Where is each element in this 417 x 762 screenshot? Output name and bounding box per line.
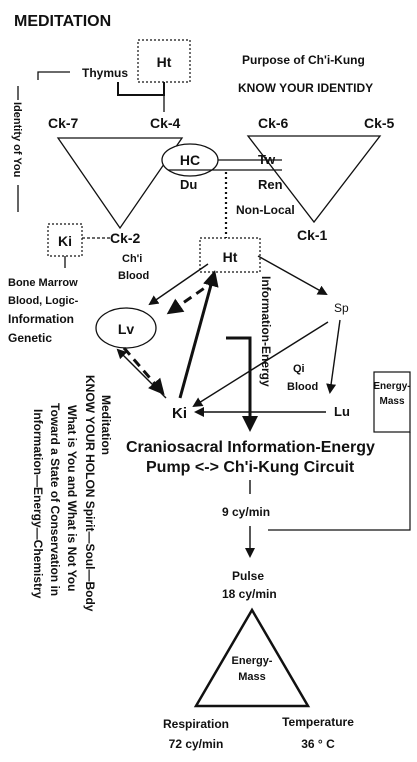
vertical-note-2: KNOW YOUR HOLON Spirit—Soul—Body bbox=[83, 375, 97, 612]
cranio-l1: Craniosacral Information-Energy bbox=[126, 439, 375, 456]
purpose-line2: KNOW YOUR IDENTIDY bbox=[238, 81, 373, 95]
respiration-l1: Respiration bbox=[163, 717, 229, 731]
chi-blood-l1: Ch'i bbox=[122, 253, 142, 265]
ht-to-lv-arrow bbox=[148, 263, 209, 306]
energy-mass-right-l2: Mass bbox=[379, 396, 404, 407]
sp-to-ki-arrow bbox=[192, 321, 329, 408]
ht-to-sp-arrow bbox=[257, 255, 328, 295]
bone-marrow-l1: Bone Marrow bbox=[8, 277, 78, 289]
vertical-note-4: Toward a State of Conservation in bbox=[48, 403, 62, 596]
triangle-right bbox=[246, 135, 382, 224]
ck2-label: Ck-2 bbox=[110, 230, 141, 246]
qi-blood-label: Blood bbox=[287, 381, 318, 393]
ht-top-box bbox=[137, 39, 191, 83]
cranio-l2: Pump <-> Ch'i-Kung Circuit bbox=[146, 459, 355, 476]
dashed-arrow-to-lv bbox=[166, 278, 217, 315]
qi-label: Qi bbox=[293, 363, 305, 375]
info-energy-down-arrow bbox=[226, 336, 258, 432]
bone-marrow-l4: Genetic bbox=[8, 331, 52, 345]
ki-bottom-label: Ki bbox=[172, 405, 187, 422]
energy-mass-box-right bbox=[373, 371, 411, 433]
sp-to-lu-arrow bbox=[326, 319, 341, 394]
thymus-label: Thymus bbox=[82, 66, 128, 80]
lv-ellipse bbox=[95, 307, 157, 349]
triangle-bottom bbox=[193, 607, 311, 708]
hc-label: HC bbox=[180, 152, 200, 168]
ck4-label: Ck-4 bbox=[150, 115, 181, 131]
dashed-arrow-lv-to-ki bbox=[122, 347, 165, 396]
bone-marrow-l3: Information bbox=[8, 312, 74, 326]
identity-label: Identity of You bbox=[11, 102, 23, 177]
energy-mass-right-l1: Energy- bbox=[373, 381, 410, 392]
du-label: Du bbox=[180, 177, 197, 192]
temperature-l1: Temperature bbox=[282, 715, 354, 729]
ht-top-label: Ht bbox=[157, 54, 172, 70]
triangle-label-l1: Energy- bbox=[232, 655, 273, 667]
ki-to-ht-arrow bbox=[178, 270, 219, 399]
purpose-line1: Purpose of Ch'i-Kung bbox=[242, 53, 365, 67]
ki-to-lv-arrow bbox=[116, 348, 167, 399]
bone-marrow-l2: Blood, Logic- bbox=[8, 295, 79, 307]
energy-mass-loop-line bbox=[268, 432, 411, 531]
pulse-l1: Pulse bbox=[232, 569, 264, 583]
rate-9-label: 9 cy/min bbox=[222, 505, 270, 519]
ki-top-box bbox=[47, 223, 83, 257]
ck5-label: Ck-5 bbox=[364, 115, 395, 131]
info-energy-label: Information-Energy bbox=[259, 276, 273, 387]
lv-label: Lv bbox=[118, 321, 135, 337]
non-local-label: Non-Local bbox=[236, 203, 295, 217]
lu-label: Lu bbox=[334, 404, 350, 419]
chi-blood-l2: Blood bbox=[118, 270, 149, 282]
ren-label: Ren bbox=[258, 177, 283, 192]
title: MEDITATION bbox=[14, 13, 111, 30]
thymus-line-right bbox=[117, 82, 165, 96]
tw-label: Tw bbox=[258, 152, 276, 167]
ki-top-label: Ki bbox=[58, 233, 72, 249]
ck6-label: Ck-6 bbox=[258, 115, 289, 131]
vertical-note-3: What is You and What is Not You bbox=[65, 405, 79, 591]
ck7-label: Ck-7 bbox=[48, 115, 79, 131]
sp-label: Sp bbox=[334, 301, 349, 315]
temperature-l2: 36 ° C bbox=[301, 737, 335, 751]
triangle-left bbox=[56, 137, 184, 230]
triangle-label-l2: Mass bbox=[238, 671, 266, 683]
ck1-label: Ck-1 bbox=[297, 227, 328, 243]
pulse-l2: 18 cy/min bbox=[222, 587, 277, 601]
vertical-note-1: Meditation bbox=[99, 395, 113, 455]
respiration-l2: 72 cy/min bbox=[169, 737, 224, 751]
ht-mid-box bbox=[199, 237, 261, 273]
ht-mid-label: Ht bbox=[223, 249, 238, 265]
thymus-line-left bbox=[37, 71, 70, 80]
vertical-note-5: Information—Energy—Chemistry bbox=[31, 409, 45, 599]
